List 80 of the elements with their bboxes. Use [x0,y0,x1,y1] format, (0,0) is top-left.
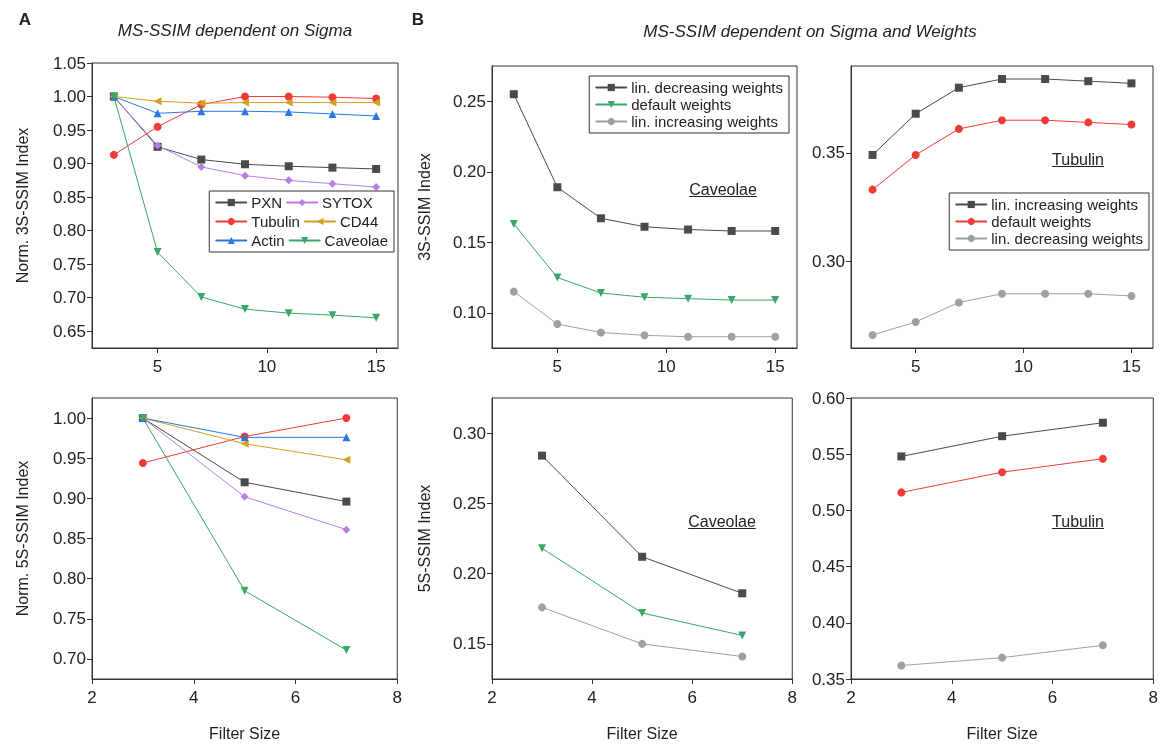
text: B [411,10,425,30]
y-tick-label: 1.00 [52,408,86,428]
y-tick-label: 0.65 [52,321,86,341]
x-tick-label: 5 [910,357,921,376]
y-tick-label: 1.00 [52,87,86,107]
x-tick-label: 6 [1047,688,1058,707]
y-axis-title: Norm. 5S-SSIM Index [13,460,31,617]
x-tick-label: 2 [487,688,497,707]
x-tick-label: 6 [290,688,301,707]
legend-label: lin. decreasing weights [631,79,784,96]
annotation: Tubulin [1052,513,1104,531]
chart-title: MS-SSIM dependent on Sigma and Weights [643,22,977,42]
y-tick-label: 0.25 [452,91,486,111]
x-axis-title: Filter Size [209,724,281,742]
legend-label: CD44 [339,213,379,230]
x-tick-label: 15 [366,357,386,376]
y-tick-label: 0.55 [811,444,845,464]
x-tick-label: 8 [392,688,403,707]
legend-label: lin. increasing weights [991,196,1138,213]
y-tick-label: 0.30 [452,423,486,443]
y-tick-label: 0.85 [52,529,86,548]
y-tick-label: 1.05 [52,53,86,73]
y-tick-label: 0.50 [811,500,845,520]
y-tick-label: 0.85 [52,187,86,207]
y-tick-label: 0.80 [52,221,86,241]
legend-label: Tubulin [251,213,300,230]
x-tick-label: 5 [152,357,163,376]
x-axis-title: Filter Size [966,724,1038,742]
y-tick-label: 0.70 [52,288,86,308]
x-tick-label: 10 [656,357,676,376]
legend-label: lin. decreasing weights [991,230,1144,247]
x-tick-label: 4 [189,688,199,707]
y-tick-label: 0.95 [52,120,86,140]
y-tick-label: 0.90 [52,154,86,174]
y-tick-label: 0.70 [52,649,86,669]
legend-label: lin. increasing weights [631,113,778,130]
y-axis-title: 3S-SSIM Index [415,153,433,261]
x-tick-label: 15 [1121,357,1141,376]
chart-title: MS-SSIM dependent on Sigma [117,21,353,41]
y-tick-label: 0.40 [811,613,845,633]
x-tick-label: 5 [552,357,563,376]
y-tick-label: 0.35 [811,143,845,163]
y-tick-label: 0.10 [452,303,486,323]
legend-label: default weights [631,96,732,113]
x-tick-label: 2 [846,688,856,707]
legend-label: Caveolae [324,232,389,249]
annotation: Caveolae [688,513,756,531]
y-tick-label: 0.45 [811,557,845,577]
x-tick-label: 8 [787,688,798,707]
legend-label: default weights [991,213,1092,230]
x-tick-label: 15 [765,357,785,376]
legend-label: SYTOX [322,194,373,211]
y-tick-label: 0.30 [811,251,845,271]
y-tick-label: 0.75 [52,609,86,629]
y-tick-label: 0.20 [452,162,486,182]
x-tick-label: 6 [687,688,697,707]
y-tick-label: 0.25 [452,493,486,513]
y-axis-title: 5S-SSIM Index [415,484,433,593]
y-tick-label: 0.15 [452,634,486,654]
y-tick-label: 0.75 [52,254,86,274]
x-axis-title: Filter Size [606,724,678,742]
x-tick-label: 10 [257,357,277,376]
legend-label: PXN [251,194,283,211]
text: A [18,10,32,30]
y-tick-label: 0.95 [52,448,86,468]
x-tick-label: 2 [87,688,97,707]
y-tick-label: 0.35 [811,669,845,689]
y-tick-label: 0.20 [452,564,486,584]
y-tick-label: 0.15 [452,232,486,252]
x-tick-label: 4 [947,688,957,707]
y-axis-title: Norm. 3S-SSIM Index [13,127,31,284]
legend-label: Actin [251,232,285,249]
annotation: Tubulin [1052,151,1104,169]
y-tick-label: 0.90 [52,488,86,508]
annotation: Caveolae [689,181,757,199]
x-tick-label: 8 [1148,688,1159,707]
x-tick-label: 10 [1014,357,1034,376]
y-tick-label: 0.60 [811,388,845,408]
x-tick-label: 4 [587,688,597,707]
y-tick-label: 0.80 [52,569,86,589]
